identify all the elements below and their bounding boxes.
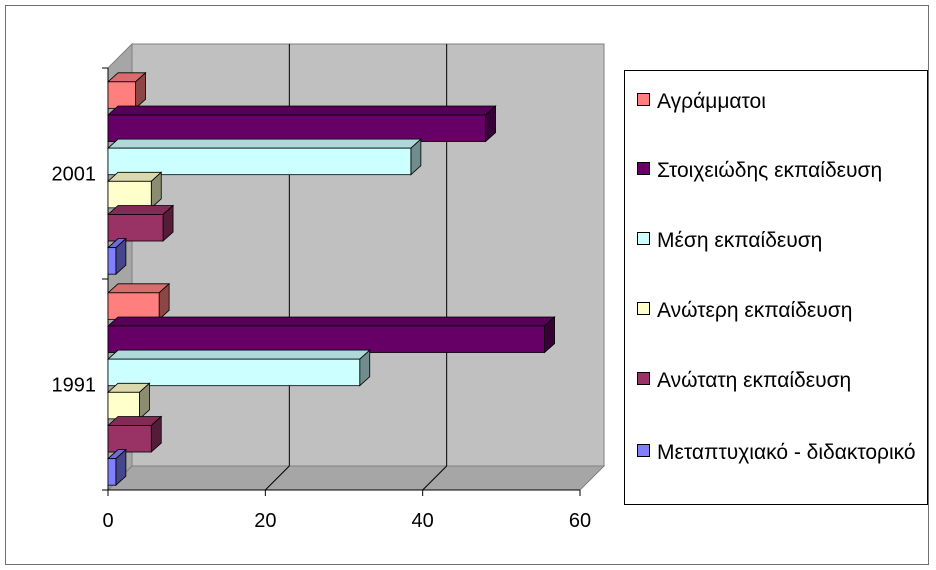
bar-top — [106, 138, 422, 149]
bar — [107, 147, 412, 176]
bar-top — [106, 105, 497, 116]
legend-item: Αγράμματοι — [637, 88, 922, 116]
bar-top — [106, 283, 171, 294]
bar-top — [106, 205, 175, 215]
bar-top — [106, 349, 371, 360]
bar — [107, 425, 152, 453]
legend-label: Ανώτατη εκπαίδευση — [657, 369, 852, 392]
x-tick-label: 20 — [254, 510, 276, 532]
legend-item: Ανώτατη εκπαίδευση — [637, 367, 922, 395]
legend-label: Μέση εκπαίδευση — [657, 229, 823, 252]
chart-legend: Αγράμματοι Στοιχειώδης εκπαίδευση Μέση ε… — [624, 70, 928, 505]
bar — [107, 325, 546, 353]
plot-floor — [106, 465, 606, 491]
legend-label: Αγράμματοι — [657, 90, 766, 113]
bar — [107, 114, 487, 142]
bar — [107, 247, 117, 275]
legend-swatch — [637, 444, 650, 457]
legend-swatch — [637, 93, 650, 106]
legend-label: Ανώτερη εκπαίδευση — [657, 299, 853, 322]
legend-item: Ανώτερη εκπαίδευση — [637, 297, 922, 325]
x-tick-label: 40 — [412, 510, 434, 532]
bar — [107, 180, 152, 209]
y-tick-label: 1991 — [52, 375, 97, 397]
legend-label: Μεταπτυχιακό - διδακτορικό — [657, 441, 916, 464]
legend-label: Στοιχειώδης εκπαίδευση — [657, 159, 883, 182]
bar — [107, 391, 140, 420]
legend-swatch — [637, 162, 650, 175]
bar — [107, 292, 160, 320]
bar — [107, 458, 117, 486]
bar — [107, 358, 361, 387]
x-tick-label: 60 — [569, 510, 591, 532]
legend-swatch — [637, 302, 650, 315]
gridline-floor — [264, 465, 290, 491]
y-tick-label: 2001 — [52, 164, 97, 186]
legend-item: Μέση εκπαίδευση — [637, 227, 922, 255]
bar — [107, 214, 164, 242]
bar-top — [106, 316, 556, 327]
gridline-floor — [422, 465, 448, 491]
bar — [107, 81, 136, 109]
legend-item: Στοιχειώδης εκπαίδευση — [637, 157, 922, 185]
legend-swatch — [637, 232, 650, 245]
legend-item: Μεταπτυχιακό - διδακτορικό — [637, 439, 922, 467]
x-tick-label: 0 — [102, 510, 113, 532]
legend-swatch — [637, 372, 650, 385]
